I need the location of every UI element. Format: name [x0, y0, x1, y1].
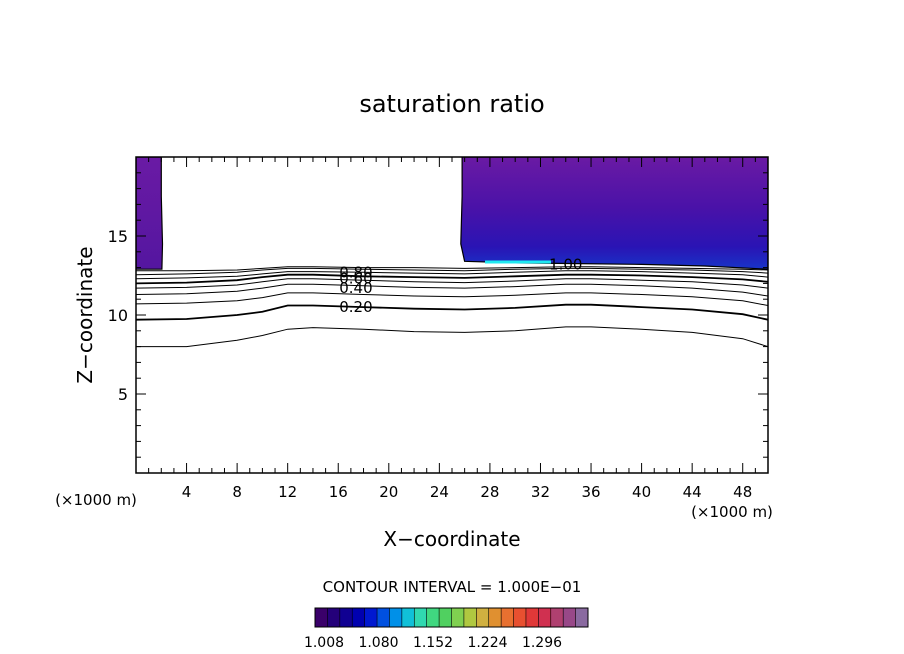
x-tick-label: 12 [278, 483, 297, 501]
contour-line-0-2 [136, 303, 768, 321]
colorbar-swatch [538, 608, 552, 627]
contour-line-0-5 [136, 278, 768, 289]
contour-line-0-4 [136, 283, 768, 297]
colorbar-frame [314, 607, 589, 628]
contour-label: 1.00 [549, 255, 582, 273]
x-unit-right: (×1000 m) [691, 503, 773, 521]
colorbar-label: 1.152 [413, 635, 453, 651]
y-tick-label: 5 [118, 385, 128, 404]
filled-regions [136, 157, 768, 270]
x-tick-label: 4 [182, 483, 192, 501]
plot-area [136, 157, 768, 348]
contour-line-0-1 [136, 326, 768, 348]
colorbar-swatch [575, 608, 589, 627]
contour-line-0-7 [136, 270, 768, 280]
x-tick-label: 8 [232, 483, 242, 501]
colorbar-swatch [501, 608, 515, 627]
colorbar-swatch [451, 608, 465, 627]
colorbar-swatch [364, 608, 378, 627]
contour-label: 0.20 [339, 298, 372, 316]
colorbar-label: 1.008 [304, 635, 344, 651]
contour-line-0-6 [136, 273, 768, 285]
colorbar-swatch [525, 608, 539, 627]
colorbar-label: 1.080 [358, 635, 398, 651]
x-unit-left: (×1000 m) [55, 491, 137, 509]
colorbar-swatch [476, 608, 490, 627]
colorbar-label: 1.224 [467, 635, 507, 651]
contour-lines [136, 266, 768, 348]
x-ticks: 4 8 12 16 20 24 28 32 36 40 44 48 [148, 157, 756, 501]
contour-line-0-3 [136, 292, 768, 306]
y-tick-label: 10 [108, 306, 128, 325]
colorbar-swatch [389, 608, 403, 627]
x-tick-label: 20 [379, 483, 398, 501]
colorbar-swatch [513, 608, 527, 627]
colorbar-swatch [401, 608, 415, 627]
colorbar-swatch [327, 608, 341, 627]
chart-title: saturation ratio [359, 90, 544, 118]
contour-label: 0.80 [339, 263, 372, 281]
x-tick-label: 28 [480, 483, 499, 501]
x-tick-label: 16 [329, 483, 348, 501]
x-tick-label: 24 [430, 483, 449, 501]
x-tick-label: 36 [581, 483, 600, 501]
colorbar-swatch [488, 608, 502, 627]
contour-labels: 0.800.600.400.20 1.00 [339, 255, 582, 316]
filled-region-left [136, 157, 164, 270]
colorbar-swatch [439, 608, 452, 627]
colorbar-swatch [563, 608, 577, 627]
x-tick-label: 32 [531, 483, 550, 501]
x-tick-label: 40 [632, 483, 651, 501]
x-axis-label: X−coordinate [383, 527, 520, 551]
contour-line-0-9 [136, 266, 768, 272]
colorbar-swatch [426, 608, 440, 627]
x-tick-label: 44 [683, 483, 702, 501]
contour-line-0-8 [136, 267, 768, 276]
colorbar-swatch [352, 608, 366, 627]
colorbar-swatch [463, 608, 477, 627]
colorbar-label: 1.296 [522, 635, 562, 651]
y-tick-label: 15 [108, 227, 128, 246]
colorbar-swatch [550, 608, 564, 627]
colorbar [314, 608, 589, 627]
filled-region-right [460, 157, 768, 270]
y-ticks: 5 10 15 [108, 172, 768, 458]
contour-label: 0.60 [339, 270, 372, 288]
colorbar-swatch [414, 608, 428, 627]
contour-interval-text: CONTOUR INTERVAL = 1.000E−01 [323, 578, 582, 596]
colorbar-swatch [377, 608, 390, 627]
x-tick-label: 48 [733, 483, 752, 501]
contour-label: 0.40 [339, 279, 372, 297]
colorbar-labels: 1.008 1.080 1.152 1.224 1.296 [304, 635, 562, 651]
colorbar-swatch [315, 608, 328, 627]
y-axis-label: Z−coordinate [73, 246, 97, 383]
colorbar-swatch [339, 608, 353, 627]
